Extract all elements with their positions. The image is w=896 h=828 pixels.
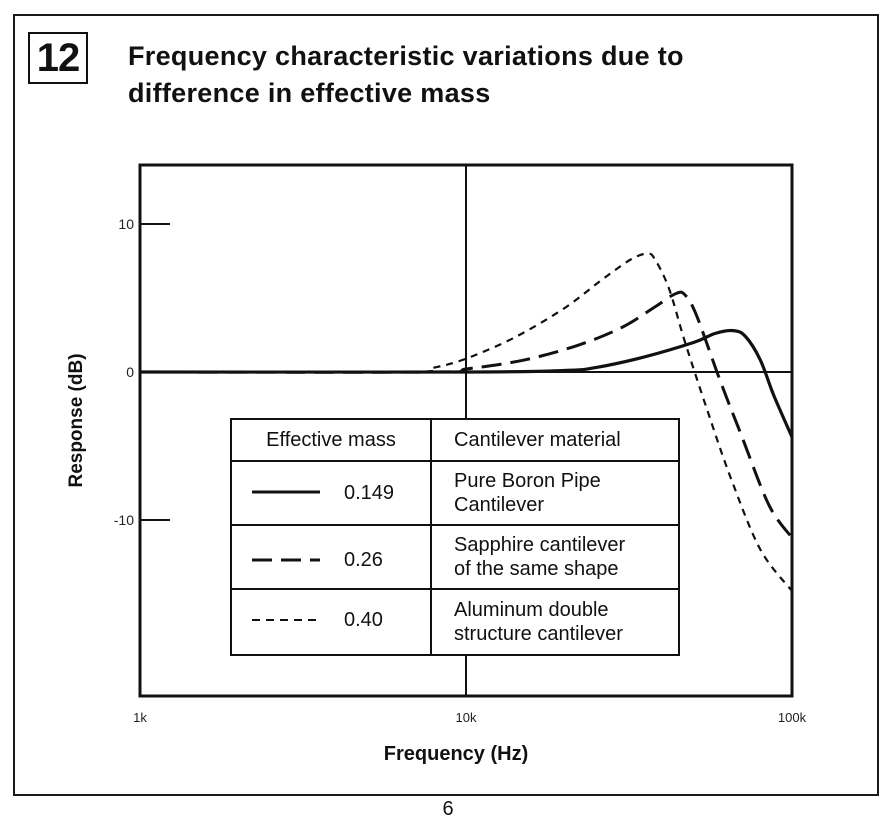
legend-swatch-long-dash [252,558,320,562]
legend-mass-value: 0.149 [344,482,395,504]
x-axis-label: Frequency (Hz) [384,743,528,765]
series-line-long-dash [140,290,792,539]
y-tick-label: 0 [126,364,134,380]
y-tick-label: 10 [118,216,134,232]
legend-row: 0.26 Sapphire cantilever of the same sha… [232,526,678,590]
legend-material-line1: Sapphire cantilever [454,534,626,556]
legend-material-line2: of the same shape [454,558,619,580]
legend-cell-material: Pure Boron Pipe Cantilever [432,462,678,524]
figure-frame [13,14,879,796]
figure-title-line2: difference in effective mass [128,78,491,108]
legend-header-material: Cantilever material [454,429,621,451]
legend-swatch-short-dash [252,619,320,621]
figure-number: 12 [28,32,88,84]
legend-material-line2: Cantilever [454,494,545,516]
legend-header-mass: Effective mass [232,420,432,460]
y-tick-label: -10 [114,512,134,528]
legend-cell-material: Aluminum double structure cantilever [432,590,678,654]
legend-mass-value: 0.26 [344,549,383,571]
legend-row: 0.149 Pure Boron Pipe Cantilever [232,462,678,526]
legend-row: 0.40 Aluminum double structure cantileve… [232,590,678,654]
series-line-short-dash [140,252,792,592]
figure-title-line1: Frequency characteristic variations due … [128,41,684,71]
legend-cell-mass: 0.149 [232,462,432,524]
legend-header-row: Effective mass Cantilever material [232,420,678,462]
legend-cell-mass: 0.26 [232,526,432,588]
legend-cell-material: Sapphire cantilever of the same shape [432,526,678,588]
x-tick-label: 100k [778,710,807,725]
legend-mass-value: 0.40 [344,609,383,631]
legend-swatch-solid [252,490,320,494]
legend-material-line2: structure cantilever [454,623,623,645]
legend-material-line1: Aluminum double [454,599,609,621]
legend-material-line1: Pure Boron Pipe [454,470,601,492]
y-axis-label: Response (dB) [66,353,87,487]
figure-title: Frequency characteristic variations due … [128,38,848,112]
legend-cell-mass: 0.40 [232,590,432,654]
x-tick-label: 1k [133,710,147,725]
legend-table: Effective mass Cantilever material 0.149… [230,418,680,656]
x-tick-label: 10k [456,710,477,725]
page-number: 6 [442,798,454,820]
